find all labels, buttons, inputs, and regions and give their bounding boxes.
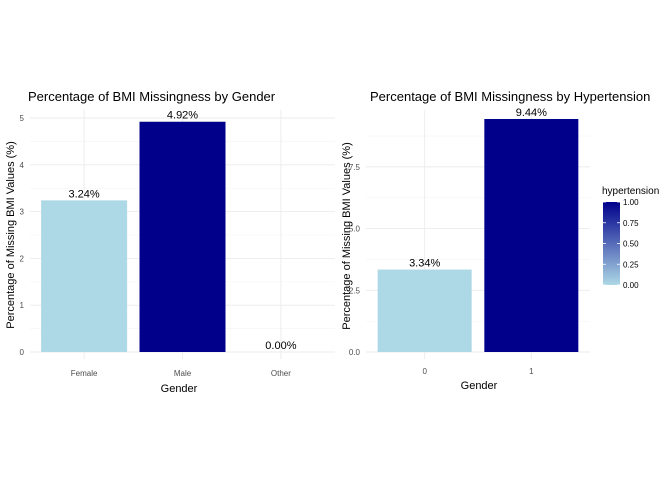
y-tick-label: 0 [20,348,25,357]
x-tick-label: Female [71,369,98,378]
y-tick-label: 2 [20,254,25,263]
x-axis-title: Gender [161,383,198,395]
x-tick-labels: Female Male Other [71,369,291,378]
y-tick-label: 2.5 [349,286,361,295]
x-tick-label: Male [174,369,192,378]
y-tick-labels: 0 1 2 3 4 5 [20,114,25,357]
legend-ticks: 0.00 0.25 0.50 0.75 1.00 [603,198,639,290]
y-tick-label: 7.5 [349,163,361,172]
legend-tick-label: 1.00 [623,198,639,207]
legend-tick-label: 0.25 [623,260,639,269]
legend-colorbar [603,202,620,285]
bar-data-label: 9.44% [516,107,547,119]
bar-labels: 3.34% 9.44% [409,107,547,270]
bar [484,119,579,352]
x-tick-label: 0 [422,367,427,376]
legend-tick-label: 0.00 [623,281,639,290]
bar-labels: 3.24% 4.92% 0.00% [69,110,297,352]
y-tick-label: 0.0 [349,348,361,357]
legend-title: hypertension [602,186,659,197]
chart-panel-hypertension: Percentage of BMI Missingness by Hyperte… [341,89,650,392]
chart-title: Percentage of BMI Missingness by Hyperte… [370,89,650,104]
y-tick-label: 1 [20,301,25,310]
chart-title: Percentage of BMI Missingness by Gender [28,89,276,104]
legend-tick-label: 0.75 [623,219,639,228]
bars [377,119,579,352]
chart-panel-gender: Percentage of BMI Missingness by Gender … [5,89,335,395]
legend: hypertension 0.00 0.25 0.50 0.75 1.00 [602,186,659,290]
bar-data-label: 3.24% [69,188,100,200]
x-axis-title: Gender [461,380,498,392]
y-tick-labels: 0.0 2.5 5.0 7.5 [349,163,361,357]
legend-tick-label: 0.50 [623,240,639,249]
bar [139,121,226,352]
bar-data-label: 0.00% [265,340,296,352]
bar [377,269,472,352]
bar-data-label: 3.34% [409,258,440,270]
y-axis-title: Percentage of Missing BMI Values (%) [341,142,353,329]
x-tick-label: Other [271,369,291,378]
y-tick-label: 4 [20,161,25,170]
bar-data-label: 4.92% [167,110,198,122]
bars [41,121,226,352]
y-tick-label: 5.0 [349,225,361,234]
x-tick-label: 1 [529,367,534,376]
bar [41,200,128,352]
y-axis-title: Percentage of Missing BMI Values (%) [5,141,17,328]
y-tick-label: 5 [20,114,25,123]
y-tick-label: 3 [20,208,25,217]
